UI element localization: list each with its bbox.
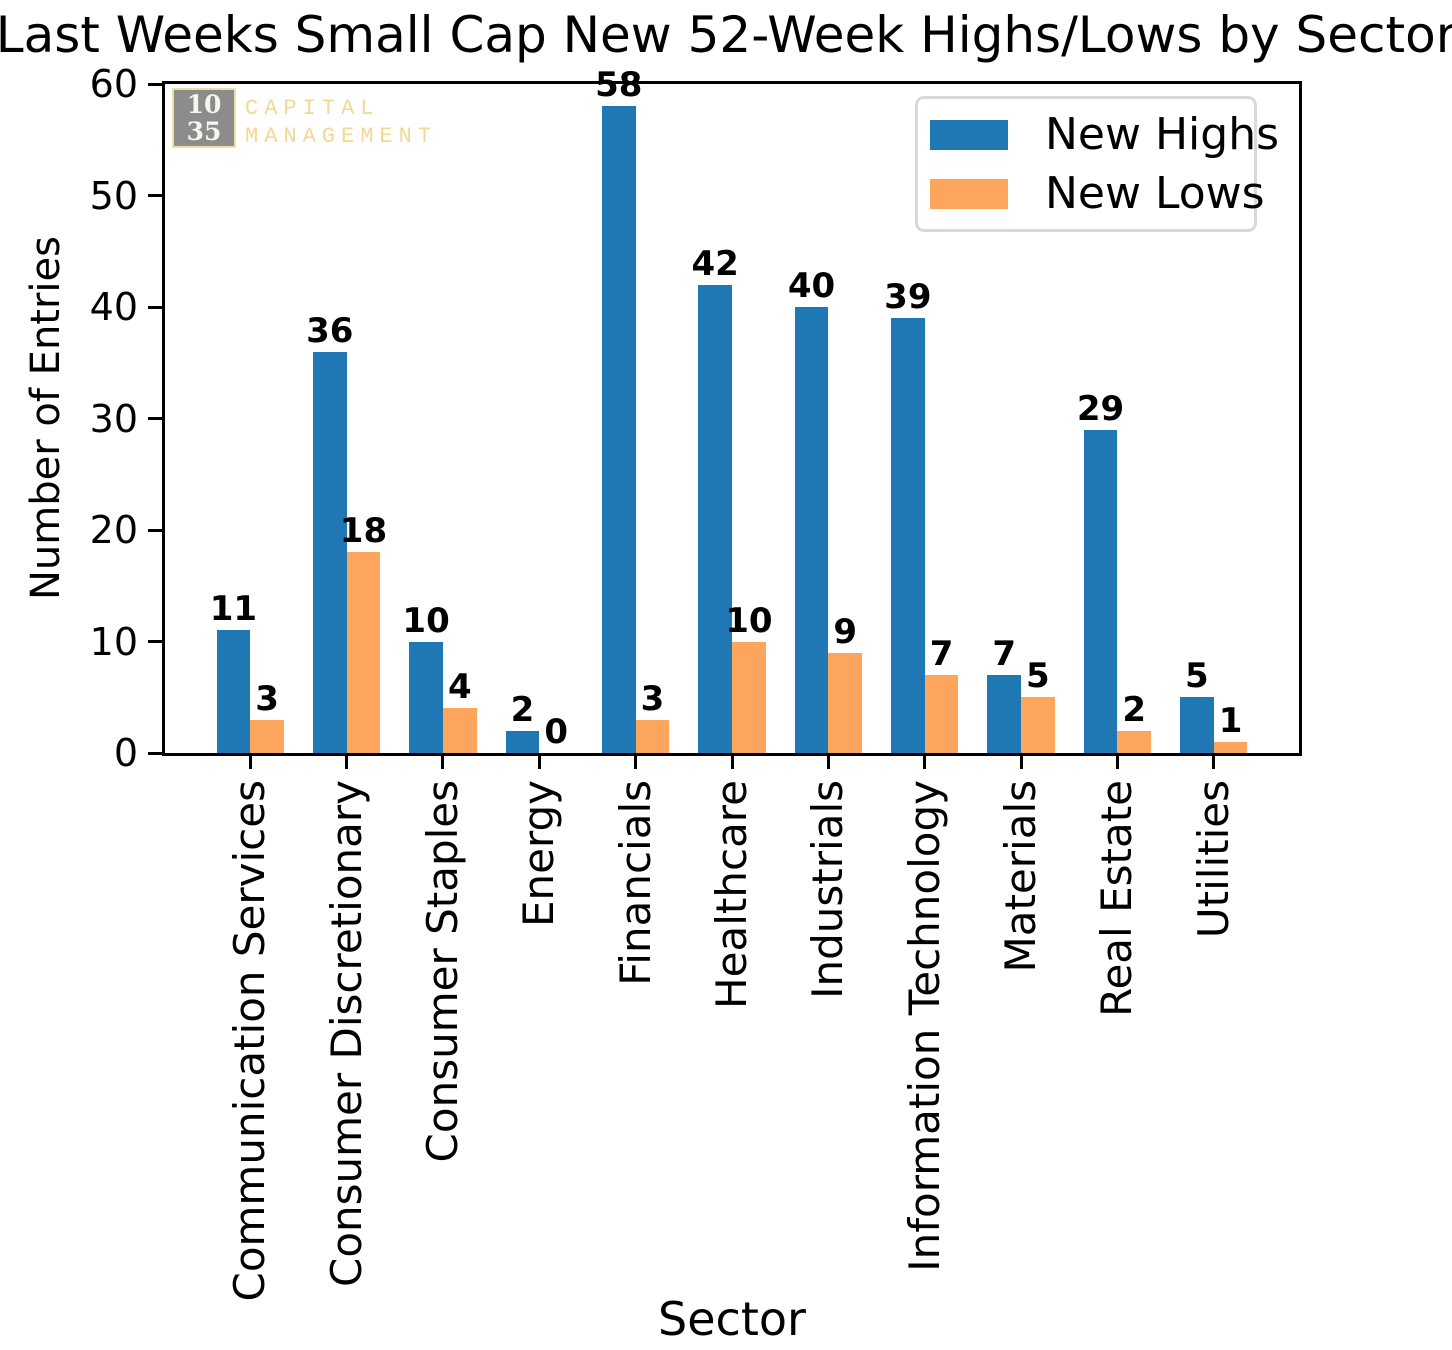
x-tick-label: Consumer Discretionary — [321, 780, 371, 1287]
y-tick-label: 50 — [89, 173, 138, 218]
x-tick-mark — [537, 756, 541, 769]
y-tick-mark — [148, 305, 162, 309]
legend-swatch-new-lows — [930, 178, 1008, 209]
bar-new-highs — [794, 307, 829, 753]
logo-text-line1: CAPITAL — [245, 96, 380, 121]
x-tick-label: Energy — [514, 780, 564, 928]
bar-value-label: 4 — [447, 667, 472, 708]
bar-new-lows — [732, 641, 766, 753]
bar-new-lows — [924, 674, 959, 753]
bar-new-highs — [601, 106, 636, 753]
bar-value-label: 36 — [306, 310, 354, 351]
y-tick-mark — [148, 528, 162, 532]
bar-new-lows — [1021, 697, 1055, 753]
bar-value-label: 0 — [544, 712, 568, 752]
x-tick-mark — [634, 756, 638, 769]
bar-new-highs — [409, 641, 443, 753]
bar-new-lows — [346, 552, 381, 753]
x-tick-mark — [730, 756, 734, 769]
bar-value-label: 2 — [510, 689, 535, 730]
bar-new-lows — [1213, 741, 1248, 753]
legend-swatch-new-highs — [930, 119, 1008, 150]
bar-new-highs — [987, 674, 1022, 753]
bar-value-label: 7 — [929, 633, 954, 674]
bar-value-label: 9 — [833, 611, 858, 652]
bar-new-lows — [442, 708, 477, 753]
bar-value-label: 3 — [255, 678, 279, 719]
x-tick-mark — [441, 756, 445, 769]
bar-value-label: 5 — [1026, 656, 1050, 697]
bar-value-label: 11 — [209, 589, 258, 630]
x-axis-title: Sector — [658, 1292, 806, 1346]
y-tick-label: 0 — [113, 731, 138, 775]
y-tick-mark — [148, 82, 162, 86]
bar-new-lows — [1117, 730, 1152, 753]
logo-box-line2: 35 — [186, 117, 222, 146]
y-tick-label: 20 — [89, 508, 138, 552]
bar-value-label: 29 — [1076, 388, 1125, 429]
y-tick-label: 10 — [89, 619, 138, 664]
bar-value-label: 40 — [787, 266, 836, 306]
bar-new-lows — [635, 719, 670, 753]
y-tick-label: 40 — [89, 285, 138, 329]
legend-label-new-lows: New Lows — [1045, 167, 1265, 219]
logo-text: CAPITAL MANAGEMENT — [245, 88, 437, 151]
bar-new-highs — [698, 284, 732, 753]
bar-value-label: 1 — [1218, 700, 1243, 741]
logo-box-line1: 10 — [186, 90, 222, 119]
bar-value-label: 7 — [992, 633, 1017, 674]
bar-new-highs — [1083, 429, 1118, 753]
x-tick-label: Real Estate — [1092, 780, 1142, 1017]
logo-watermark: 10 35 CAPITAL MANAGEMENT — [172, 88, 437, 151]
x-tick-label: Consumer Staples — [417, 780, 467, 1163]
x-tick-label: Information Technology — [899, 780, 949, 1272]
bar-value-label: 3 — [640, 678, 665, 719]
bar-value-label: 10 — [402, 600, 450, 641]
bar-value-label: 18 — [339, 511, 388, 552]
y-tick-label: 30 — [89, 396, 138, 441]
bar-new-highs — [312, 351, 347, 753]
x-tick-mark — [345, 756, 349, 769]
logo-box: 10 35 — [172, 88, 236, 148]
bar-value-label: 5 — [1185, 656, 1209, 697]
x-tick-label: Industrials — [803, 780, 853, 999]
x-tick-mark — [1212, 756, 1216, 769]
x-tick-label: Communication Services — [225, 780, 275, 1302]
bar-new-highs — [890, 318, 925, 753]
x-tick-mark — [923, 756, 927, 769]
x-tick-mark — [826, 756, 830, 769]
x-tick-mark — [248, 756, 252, 769]
logo-text-line2: MANAGEMENT — [245, 124, 438, 149]
y-tick-mark — [148, 640, 162, 643]
x-tick-label: Healthcare — [706, 780, 756, 1009]
bar-new-lows — [250, 719, 284, 753]
bar-new-lows — [828, 652, 863, 753]
y-tick-label: 60 — [89, 62, 138, 106]
x-tick-label: Financials — [610, 780, 660, 986]
y-tick-mark — [148, 417, 162, 420]
legend-item-new-highs: New Highs — [930, 112, 1279, 157]
y-tick-mark — [148, 194, 162, 197]
y-axis-title: Number of Entries — [23, 236, 69, 600]
bar-new-highs — [1180, 697, 1214, 753]
legend: New Highs New Lows — [915, 96, 1279, 232]
bar-new-highs — [216, 630, 251, 753]
bar-value-label: 58 — [595, 65, 643, 106]
bar-value-label: 10 — [725, 600, 773, 641]
bar-new-highs — [505, 730, 540, 753]
bar-value-label: 39 — [884, 277, 932, 318]
bar-value-label: 42 — [691, 243, 739, 284]
legend-item-new-lows: New Lows — [930, 171, 1265, 216]
x-tick-mark — [1019, 756, 1023, 769]
chart-title: Last Weeks Small Cap New 52-Week Highs/L… — [0, 6, 1452, 64]
bar-value-label: 2 — [1122, 689, 1147, 730]
x-tick-mark — [1115, 756, 1119, 769]
y-tick-mark — [148, 751, 162, 755]
x-tick-label: Materials — [995, 780, 1045, 973]
x-tick-label: Utilities — [1188, 780, 1238, 939]
legend-label-new-highs: New Highs — [1045, 108, 1280, 160]
